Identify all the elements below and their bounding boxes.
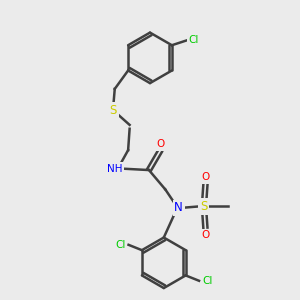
Text: O: O <box>201 230 209 240</box>
Text: N: N <box>174 201 183 214</box>
Text: Cl: Cl <box>188 35 199 45</box>
Text: O: O <box>201 172 209 182</box>
Text: S: S <box>200 200 208 213</box>
Text: O: O <box>156 139 164 149</box>
Text: S: S <box>110 104 117 117</box>
Text: Cl: Cl <box>202 276 213 286</box>
Text: Cl: Cl <box>115 240 125 250</box>
Text: NH: NH <box>107 164 122 174</box>
